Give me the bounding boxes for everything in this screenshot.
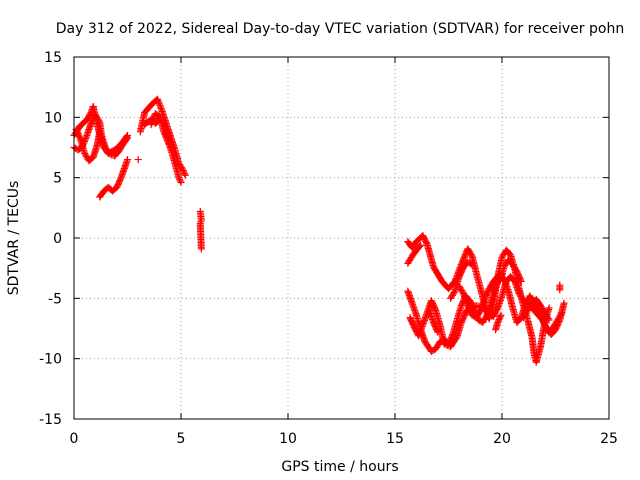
data-point <box>467 260 475 268</box>
data-point <box>560 299 568 307</box>
y-axis-label: SDTVAR / TECUs <box>6 181 22 296</box>
data-point <box>468 261 476 269</box>
data-point <box>431 305 439 313</box>
data-point <box>154 97 162 105</box>
data-point <box>545 316 553 324</box>
data-point <box>415 330 423 338</box>
x-tick-label: 20 <box>493 431 511 447</box>
data-point <box>472 302 480 310</box>
data-point <box>156 101 164 109</box>
data-point <box>156 116 164 124</box>
data-point <box>155 98 163 106</box>
y-tick-label: 5 <box>53 171 62 187</box>
x-tick-label: 15 <box>386 431 404 447</box>
data-point <box>496 313 504 321</box>
data-point <box>181 171 189 179</box>
data-point <box>96 128 104 136</box>
data-point <box>177 178 185 186</box>
chart-title: Day 312 of 2022, Sidereal Day-to-day VTE… <box>56 21 624 37</box>
data-point <box>149 115 157 123</box>
data-point <box>179 166 187 174</box>
data-point <box>95 117 103 125</box>
data-point <box>417 326 425 334</box>
data-point <box>123 133 131 141</box>
data-point <box>418 324 426 332</box>
x-axis: 0 5 10 15 20 25 <box>70 57 618 447</box>
data-point <box>497 311 505 319</box>
y-tick-label: -15 <box>39 412 62 428</box>
data-point <box>440 340 448 348</box>
data-point <box>433 327 441 335</box>
data-point <box>76 134 84 142</box>
x-tick-label: 25 <box>600 431 618 447</box>
data-point <box>416 242 424 250</box>
x-tick-label: 10 <box>279 431 297 447</box>
data-point <box>124 131 131 139</box>
data-series-sdtvar <box>70 95 568 366</box>
data-point <box>517 277 525 285</box>
data-point <box>176 175 184 183</box>
data-point <box>517 276 525 284</box>
data-point <box>157 103 165 111</box>
data-point <box>476 308 484 316</box>
data-point <box>197 245 205 253</box>
data-point <box>450 289 458 297</box>
x-tick-label: 0 <box>70 431 79 447</box>
data-point <box>544 315 552 323</box>
data-point <box>545 304 553 312</box>
data-point <box>452 334 460 342</box>
data-point <box>82 133 90 141</box>
data-point <box>176 177 184 185</box>
data-point <box>422 239 430 247</box>
data-point <box>180 168 188 176</box>
data-point <box>178 165 186 173</box>
y-tick-label: 10 <box>44 110 62 126</box>
data-point <box>124 156 131 164</box>
data-point <box>467 251 475 259</box>
data-point <box>418 322 426 330</box>
data-point <box>459 288 467 296</box>
x-axis-label: GPS time / hours <box>281 459 398 475</box>
data-point <box>416 327 424 335</box>
data-point <box>434 328 442 336</box>
y-tick-label: 15 <box>44 50 62 66</box>
data-point <box>153 95 161 103</box>
y-axis: -15 -10 -5 0 5 10 15 <box>39 50 609 428</box>
plot-frame <box>73 56 610 420</box>
data-point <box>415 332 423 340</box>
data-point <box>155 117 163 125</box>
gridlines <box>74 57 609 419</box>
data-point <box>181 170 189 178</box>
data-point <box>556 286 564 294</box>
data-point <box>134 156 142 164</box>
x-tick-label: 5 <box>177 431 186 447</box>
y-tick-label: 0 <box>53 231 62 247</box>
data-point <box>155 100 163 108</box>
data-point <box>417 241 425 249</box>
y-tick-label: -10 <box>39 352 62 368</box>
data-point <box>482 313 490 321</box>
data-point <box>416 329 424 337</box>
data-point <box>157 105 165 113</box>
y-tick-label: -5 <box>48 291 62 307</box>
data-point <box>175 174 183 182</box>
